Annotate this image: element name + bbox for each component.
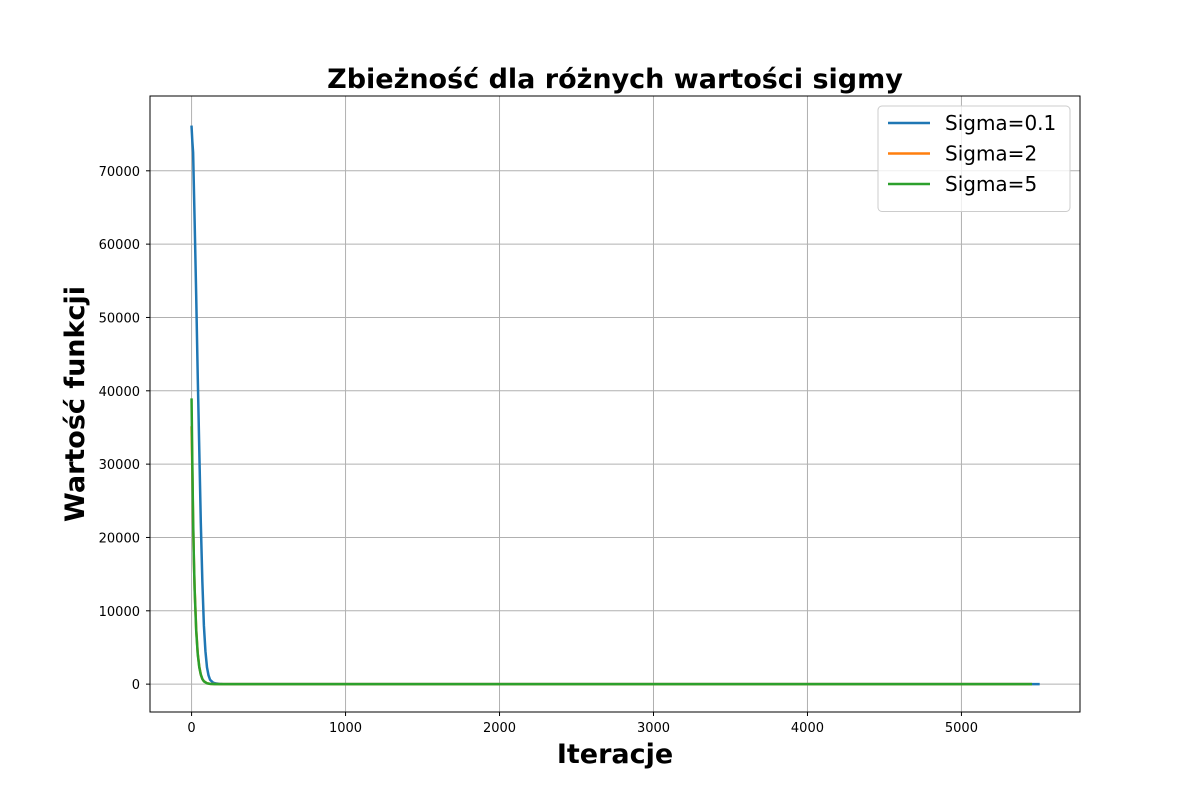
grid	[150, 96, 1080, 712]
x-tick-label: 5000	[945, 721, 978, 736]
y-tick-label: 30000	[99, 458, 140, 473]
y-tick-label: 60000	[99, 238, 140, 253]
y-tick-label: 10000	[99, 605, 140, 620]
y-tick-label: 50000	[99, 311, 140, 326]
series-line-3	[190, 398, 1032, 686]
legend-label-3: Sigma=5	[945, 172, 1037, 196]
x-tick-label: 4000	[791, 721, 824, 736]
series-lines	[190, 125, 1040, 686]
legend-label-1: Sigma=0.1	[945, 111, 1056, 135]
legend: Sigma=0.1 Sigma=2 Sigma=5	[877, 105, 1071, 212]
y-axis-label: Wartość funkcji	[60, 286, 91, 522]
x-tick-label: 0	[187, 721, 195, 736]
y-tick-label: 70000	[99, 165, 140, 180]
x-axis-label: Iteracje	[557, 739, 673, 770]
x-tick-label: 3000	[637, 721, 670, 736]
axis-ticks: 0 1000 2000 3000 4000 50000100002000030000400…	[99, 165, 978, 736]
x-tick-label: 1000	[329, 721, 362, 736]
y-tick-label: 0	[132, 678, 140, 693]
legend-label-2: Sigma=2	[945, 142, 1037, 166]
x-tick-label: 2000	[483, 721, 516, 736]
y-tick-label: 20000	[99, 531, 140, 546]
plot-frame	[149, 95, 1081, 713]
y-tick-label: 40000	[99, 385, 140, 400]
chart-title: Zbieżność dla różnych wartości sigmy	[327, 64, 903, 95]
